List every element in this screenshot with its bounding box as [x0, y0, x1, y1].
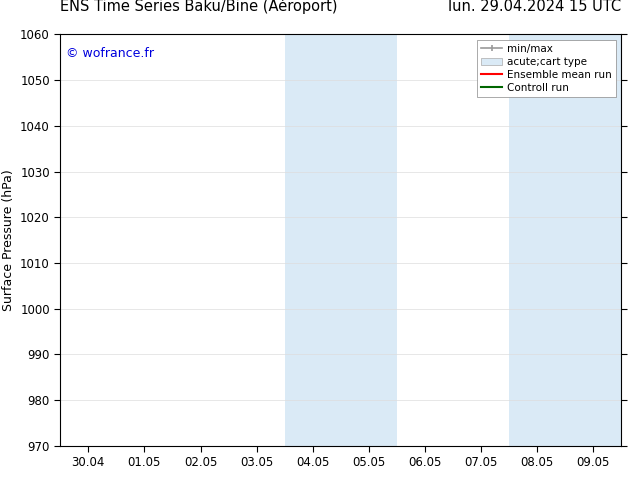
Bar [509, 34, 621, 446]
Legend: min/max, acute;cart type, Ensemble mean run, Controll run: min/max, acute;cart type, Ensemble mean … [477, 40, 616, 97]
Text: ENS Time Series Baku/Bine (Aéroport): ENS Time Series Baku/Bine (Aéroport) [60, 0, 338, 14]
Y-axis label: Surface Pressure (hPa): Surface Pressure (hPa) [1, 169, 15, 311]
Text: lun. 29.04.2024 15 UTC: lun. 29.04.2024 15 UTC [448, 0, 621, 14]
Text: © wofrance.fr: © wofrance.fr [66, 47, 154, 60]
Bar [285, 34, 397, 446]
